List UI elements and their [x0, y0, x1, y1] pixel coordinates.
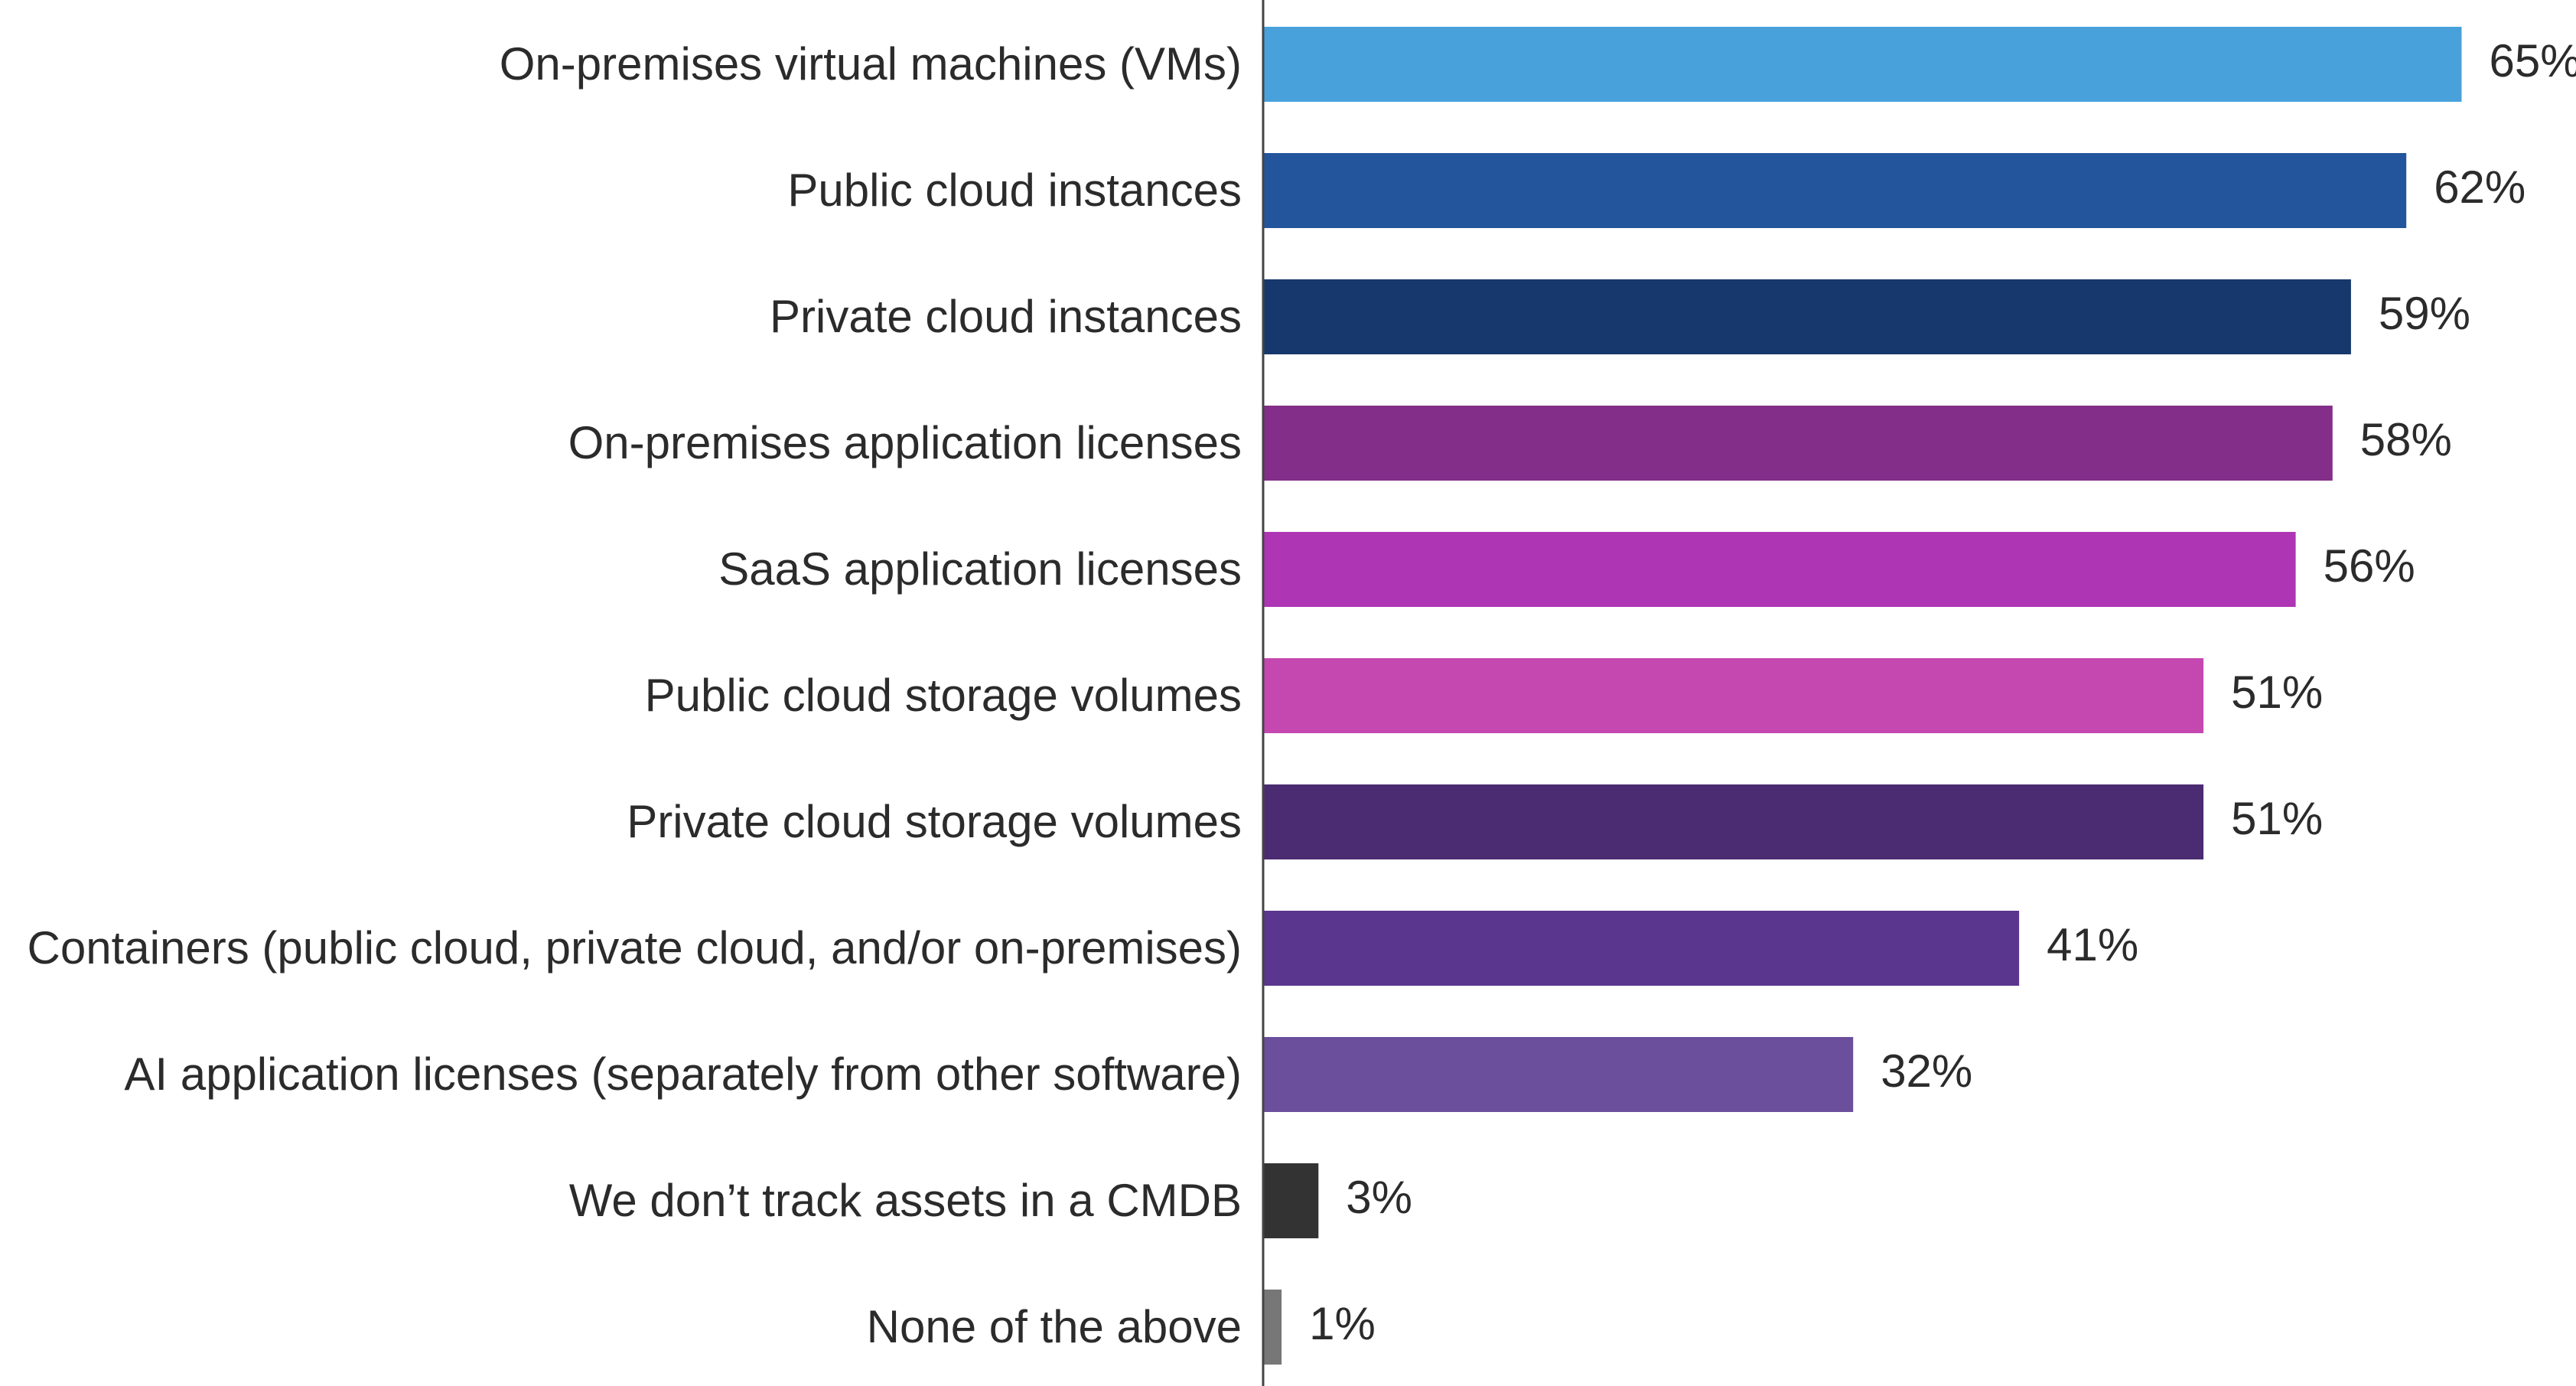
bars-layer: [1263, 27, 2462, 1365]
data-label: 62%: [2434, 161, 2526, 213]
category-label: We don’t track assets in a CMDB: [569, 1175, 1242, 1226]
bar: [1263, 911, 2020, 986]
bar: [1263, 658, 2204, 733]
category-label: Public cloud storage volumes: [645, 670, 1242, 721]
bar: [1263, 1037, 1854, 1112]
category-label: Private cloud instances: [770, 291, 1242, 342]
category-label: On-premises application licenses: [568, 417, 1242, 468]
data-label: 1%: [1309, 1298, 1376, 1349]
category-label: SaaS application licenses: [718, 543, 1242, 595]
bar: [1263, 784, 2204, 859]
category-label: Private cloud storage volumes: [627, 796, 1242, 847]
bar: [1263, 532, 2296, 607]
bar: [1263, 1163, 1319, 1238]
bar: [1263, 153, 2407, 228]
data-label: 58%: [2360, 414, 2452, 465]
data-label: 51%: [2231, 667, 2323, 718]
category-label: Containers (public cloud, private cloud,…: [28, 922, 1242, 973]
category-label: On-premises virtual machines (VMs): [500, 38, 1242, 90]
data-label: 51%: [2231, 793, 2323, 844]
data-label: 56%: [2324, 540, 2415, 592]
labels-layer: On-premises virtual machines (VMs) 65% Pub…: [28, 35, 2576, 1352]
category-label: None of the above: [867, 1301, 1242, 1352]
data-label: 65%: [2490, 35, 2576, 86]
data-label: 59%: [2379, 288, 2470, 339]
bar: [1263, 27, 2462, 102]
category-label: AI application licenses (separately from…: [124, 1048, 1242, 1100]
category-label: Public cloud instances: [787, 165, 1242, 216]
bar: [1263, 279, 2351, 354]
data-label: 32%: [1881, 1045, 1972, 1097]
data-label: 41%: [2047, 919, 2138, 970]
data-label: 3%: [1346, 1172, 1412, 1223]
bar: [1263, 406, 2333, 481]
bar: [1263, 1290, 1282, 1365]
